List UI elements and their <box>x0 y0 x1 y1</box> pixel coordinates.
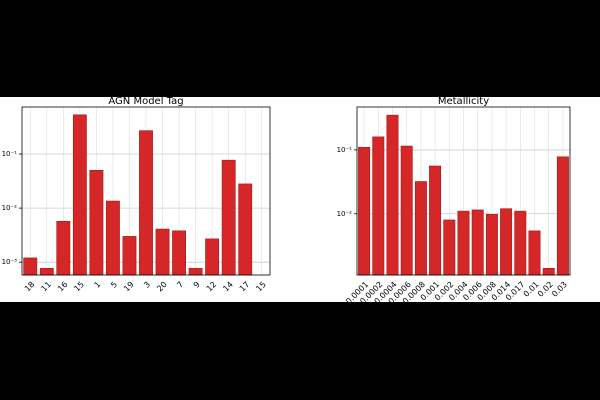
bar <box>400 145 413 276</box>
bar <box>39 268 54 276</box>
bar <box>56 221 71 276</box>
plot-frame <box>21 106 271 276</box>
y-tick-label: 10⁻¹ <box>2 150 18 158</box>
chart-title: AGN Model Tag <box>108 96 183 107</box>
bar <box>122 236 137 276</box>
plot-frame <box>356 106 571 276</box>
bar <box>188 268 203 276</box>
x-tick-label: 7 <box>175 280 185 290</box>
bar <box>471 209 484 276</box>
bar <box>358 146 371 276</box>
x-tick-label: 9 <box>192 280 202 290</box>
bar <box>372 136 385 276</box>
bar <box>500 208 513 276</box>
bar <box>542 268 555 276</box>
bar <box>514 210 527 276</box>
bar <box>106 200 120 276</box>
y-tick-label: 10⁻³ <box>2 258 18 266</box>
chart-title: Metallicity <box>438 96 489 107</box>
bar <box>528 230 541 276</box>
x-tick-label: 3 <box>142 280 152 290</box>
x-tick-label: 1 <box>93 280 103 290</box>
bar <box>443 219 456 276</box>
bar <box>172 230 186 276</box>
bar <box>238 183 253 276</box>
y-tick-label: 10⁻² <box>2 204 18 212</box>
bar <box>89 170 104 276</box>
bar <box>205 238 220 276</box>
bar <box>221 159 236 276</box>
y-tick-label: 10⁻² <box>337 210 353 218</box>
bar <box>386 114 399 276</box>
bar <box>72 114 87 276</box>
bar <box>457 210 470 276</box>
bar <box>23 257 38 276</box>
bar <box>429 165 442 276</box>
bar <box>414 181 427 276</box>
x-tick-label: 5 <box>109 280 119 290</box>
bar <box>485 214 498 276</box>
bar <box>155 228 170 276</box>
bar <box>556 156 569 276</box>
bar <box>139 130 153 276</box>
y-tick-label: 10⁻¹ <box>337 146 353 154</box>
